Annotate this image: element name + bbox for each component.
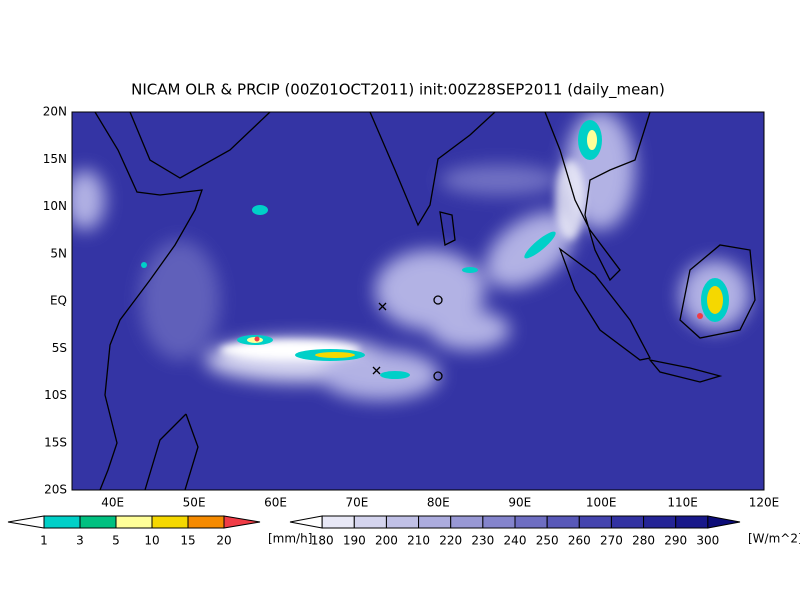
colorbar-box — [514, 515, 548, 529]
lon-label: 50E — [183, 496, 206, 510]
lat-label: 10N — [43, 199, 67, 213]
lon-label: 100E — [586, 496, 617, 510]
colorbar-label: 220 — [439, 534, 462, 548]
lat-label: EQ — [50, 294, 67, 308]
colorbar-box — [115, 515, 153, 529]
colorbar-box — [385, 515, 420, 529]
lat-label: 20S — [44, 483, 67, 497]
lon-label: 120E — [749, 496, 780, 510]
colorbar-triangle — [707, 515, 741, 529]
lat-label: 10S — [44, 388, 67, 402]
colorbar-label: 5 — [112, 534, 120, 548]
lat-label: 5N — [50, 246, 67, 260]
colorbar-label: 300 — [696, 534, 719, 548]
axis-labels: 20N 15N 10N 5N EQ 5S 10S 15S 20S 40E 50E 60E 70E 80E 9… — [43, 105, 780, 510]
title: NICAM OLR & PRCIP (00Z01OCT2011) init:00… — [131, 81, 665, 100]
colorbar-box — [482, 515, 516, 529]
colorbars: 1 3 5 10 15 20 [mm/h]180 190 200 210 220 230 240 250 2… — [7, 515, 800, 548]
colorbar-box — [187, 515, 225, 529]
colorbar-box — [79, 515, 117, 529]
colorbar-label: 200 — [375, 534, 398, 548]
lon-label: 80E — [427, 496, 450, 510]
colorbar-label: 230 — [471, 534, 494, 548]
lat-label: 20N — [43, 105, 67, 119]
colorbar-label: 190 — [343, 534, 366, 548]
lon-label: 70E — [346, 496, 369, 510]
colorbar-label: 15 — [180, 534, 195, 548]
colorbar-box — [321, 515, 355, 529]
colorbar-label: 280 — [632, 534, 655, 548]
map-area — [72, 112, 764, 490]
colorbar-box — [418, 515, 452, 529]
colorbar-box — [546, 515, 580, 529]
colorbar-label: 270 — [600, 534, 623, 548]
colorbar-label: 1 — [40, 534, 48, 548]
colorbar-label: 180 — [311, 534, 334, 548]
lat-label: 15N — [43, 152, 67, 166]
colorbar-box — [610, 515, 645, 529]
colorbar-label: 10 — [144, 534, 159, 548]
lat-label: 5S — [52, 341, 67, 355]
markers — [372, 295, 443, 381]
colorbar-box — [450, 515, 484, 529]
colorbar-label: 20 — [216, 534, 231, 548]
colorbar-label: 240 — [504, 534, 527, 548]
precip-cells — [141, 120, 729, 379]
colorbar-unit: [mm/h] — [268, 532, 312, 546]
colorbar-box — [578, 515, 612, 529]
lon-label: 60E — [264, 496, 287, 510]
colorbar-triangle — [7, 515, 45, 529]
colorbar-label: 210 — [407, 534, 430, 548]
colorbar-box — [353, 515, 387, 529]
colorbar-triangle — [289, 515, 323, 529]
colorbar-box — [151, 515, 189, 529]
colorbar-label: 3 — [76, 534, 84, 548]
colorbar-label: 290 — [664, 534, 687, 548]
lon-label: 110E — [667, 496, 698, 510]
lon-label: 40E — [101, 496, 124, 510]
map-frame — [71, 111, 765, 491]
colorbar-box — [643, 515, 677, 529]
colorbar-label: 250 — [536, 534, 559, 548]
lon-label: 90E — [508, 496, 531, 510]
lat-label: 15S — [44, 435, 67, 449]
colorbar-label: 260 — [568, 534, 591, 548]
colorbar-box — [675, 515, 709, 529]
coastlines — [94, 112, 756, 490]
colorbar-box — [43, 515, 81, 529]
colorbar-triangle — [223, 515, 261, 529]
colorbar-unit: [W/m^2] — [748, 532, 800, 546]
